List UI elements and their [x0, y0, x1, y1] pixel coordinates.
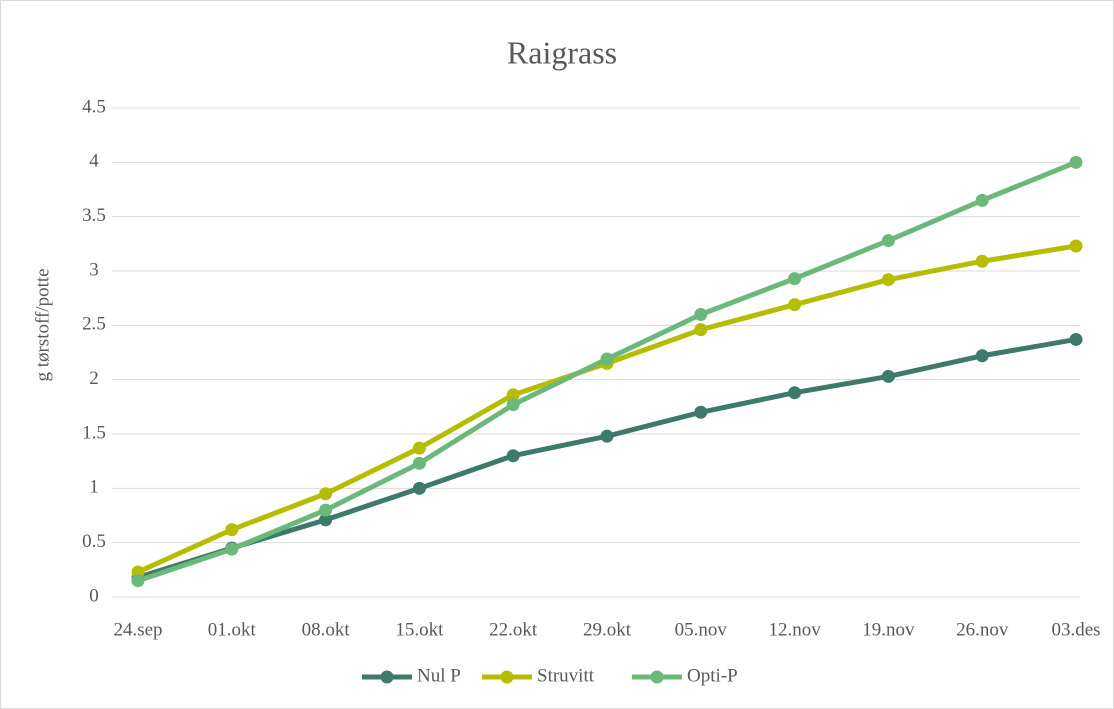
data-point: [506, 449, 520, 463]
data-point: [694, 323, 708, 337]
data-point: [225, 542, 239, 556]
x-tick-label: 12.nov: [768, 619, 821, 640]
y-tick-label: 2: [89, 368, 99, 389]
y-axis-label: g tørstoff/potte: [32, 268, 53, 381]
x-tick-label: 08.okt: [302, 619, 351, 640]
data-point: [600, 429, 614, 443]
data-point: [1069, 155, 1083, 169]
data-point: [506, 388, 520, 402]
legend-label: Struvitt: [537, 665, 595, 686]
y-tick-label: 3.5: [82, 205, 106, 226]
y-tick-label: 4.5: [82, 96, 106, 117]
legend-label: Nul P: [417, 665, 461, 686]
y-tick-label: 3: [89, 259, 99, 280]
legend-marker: [380, 670, 394, 684]
data-point: [788, 298, 802, 312]
data-point: [788, 386, 802, 400]
data-point: [788, 272, 802, 286]
data-point: [975, 193, 989, 207]
x-tick-label: 22.okt: [489, 619, 538, 640]
y-tick-label: 4: [89, 151, 99, 172]
data-point: [881, 369, 895, 383]
data-point: [600, 352, 614, 366]
y-tick-label: 0.5: [82, 531, 106, 552]
chart-title: Raigrass: [507, 34, 617, 70]
y-tick-label: 0: [89, 585, 99, 606]
data-point: [694, 307, 708, 321]
data-point: [412, 456, 426, 470]
y-tick-label: 1: [89, 477, 99, 498]
data-point: [1069, 332, 1083, 346]
data-point: [131, 574, 145, 588]
data-point: [975, 349, 989, 363]
data-point: [225, 523, 239, 537]
legend-label: Opti-P: [687, 665, 738, 686]
x-tick-label: 05.nov: [675, 619, 728, 640]
data-point: [881, 234, 895, 248]
data-point: [1069, 239, 1083, 253]
x-tick-label: 15.okt: [395, 619, 444, 640]
x-tick-label: 29.okt: [583, 619, 632, 640]
data-point: [506, 398, 520, 412]
data-point: [319, 487, 333, 501]
data-point: [881, 273, 895, 287]
y-tick-label: 2.5: [82, 314, 106, 335]
data-point: [319, 503, 333, 517]
data-point: [319, 513, 333, 527]
x-tick-label: 03.des: [1051, 619, 1100, 640]
x-tick-label: 26.nov: [956, 619, 1009, 640]
y-tick-label: 1.5: [82, 422, 106, 443]
x-tick-label: 24.sep: [113, 619, 162, 640]
legend-marker: [500, 670, 514, 684]
data-point: [412, 481, 426, 495]
x-tick-label: 01.okt: [208, 619, 257, 640]
legend-marker: [650, 670, 664, 684]
data-point: [975, 254, 989, 268]
x-tick-label: 19.nov: [862, 619, 915, 640]
data-point: [412, 441, 426, 455]
data-point: [694, 405, 708, 419]
